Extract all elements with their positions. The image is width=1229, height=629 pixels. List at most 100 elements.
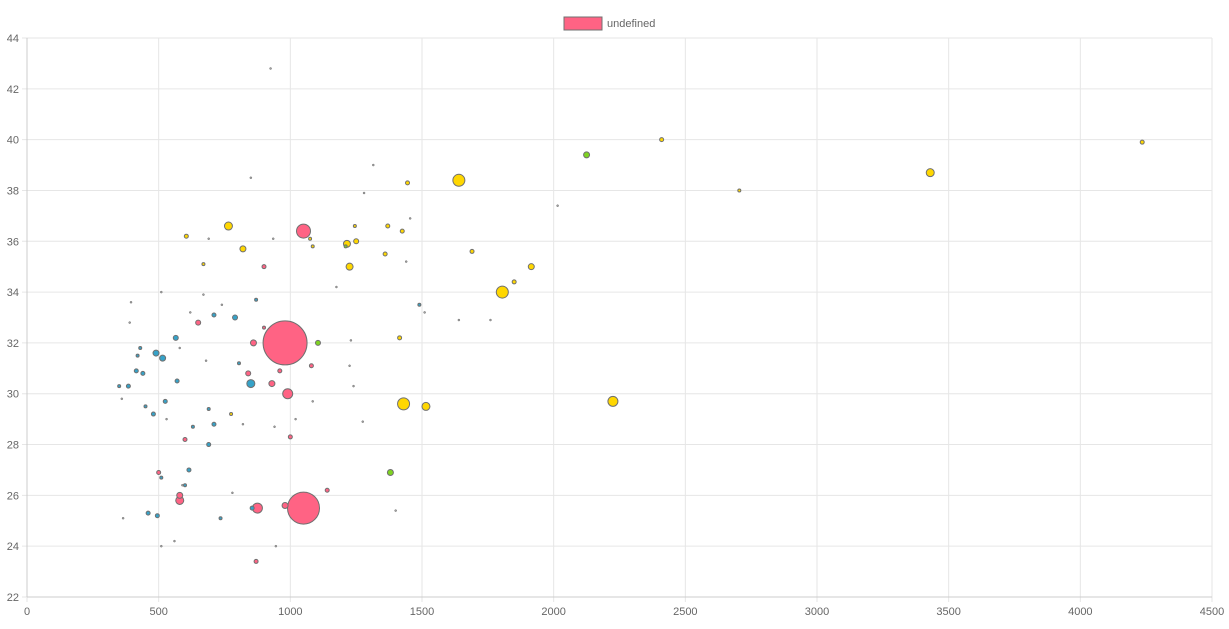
bubble-point-red[interactable] <box>176 491 184 499</box>
bubble-point-yellow[interactable] <box>310 244 315 249</box>
bubble-point-yellow[interactable] <box>659 137 665 143</box>
bubble-point-gray[interactable] <box>207 237 210 240</box>
bubble-point-yellow[interactable] <box>1139 139 1145 145</box>
bubble-point-red[interactable] <box>156 469 162 475</box>
bubble-point-gray[interactable] <box>121 516 125 520</box>
bubble-point-yellow[interactable] <box>397 397 411 411</box>
bubble-point-gray[interactable] <box>269 67 272 70</box>
bubble-point-red[interactable] <box>182 436 188 442</box>
bubble-point-red[interactable] <box>324 487 330 493</box>
bubble-point-teal[interactable] <box>254 297 259 302</box>
bubble-point-yellow[interactable] <box>399 228 405 234</box>
bubble-point-red[interactable] <box>296 223 311 239</box>
bubble-point-teal[interactable] <box>236 361 241 366</box>
bubble-point-gray[interactable] <box>273 425 276 429</box>
bubble-point-red[interactable] <box>261 264 267 270</box>
bubble-point-green[interactable] <box>583 151 591 159</box>
bubble-point-yellow[interactable] <box>452 173 466 187</box>
bubble-point-gray[interactable] <box>457 318 461 322</box>
bubble-point-gray[interactable] <box>349 339 353 342</box>
bubble-point-yellow[interactable] <box>382 251 388 257</box>
bubble-point-gray[interactable] <box>173 539 176 543</box>
bubble-point-gray[interactable] <box>189 311 192 314</box>
bubble-point-teal[interactable] <box>186 467 192 473</box>
bubble-point-yellow[interactable] <box>308 236 313 241</box>
bubble-point-red[interactable] <box>282 388 294 400</box>
bubble-point-gray[interactable] <box>202 293 205 296</box>
bubble-point-teal[interactable] <box>162 398 168 404</box>
bubble-point-teal[interactable] <box>138 345 143 350</box>
bubble-point-green[interactable] <box>314 339 321 346</box>
bubble-point-gray[interactable] <box>423 311 426 314</box>
bubble-point-teal[interactable] <box>417 302 422 307</box>
bubble-point-gray[interactable] <box>204 359 208 362</box>
bubble-point-red[interactable] <box>277 368 283 374</box>
bubble-point-teal[interactable] <box>172 334 179 341</box>
bubble-point-gray[interactable] <box>271 237 275 240</box>
bubble-point-yellow[interactable] <box>495 285 509 299</box>
bubble-point-gray[interactable] <box>160 290 163 294</box>
bubble-point-red[interactable] <box>262 320 308 366</box>
bubble-point-teal[interactable] <box>125 383 131 389</box>
legend-label[interactable]: undefined <box>607 18 655 30</box>
bubble-point-gray[interactable] <box>361 420 364 423</box>
bubble-point-yellow[interactable] <box>511 279 517 285</box>
bubble-point-gray[interactable] <box>408 217 412 220</box>
bubble-point-gray[interactable] <box>362 191 366 195</box>
bubble-point-red[interactable] <box>262 325 266 330</box>
bubble-point-gray[interactable] <box>181 483 184 487</box>
bubble-point-teal[interactable] <box>218 516 223 521</box>
bubble-point-gray[interactable] <box>249 176 253 179</box>
bubble-point-red[interactable] <box>287 491 320 525</box>
bubble-point-gray[interactable] <box>335 285 338 289</box>
bubble-point-teal[interactable] <box>143 404 148 409</box>
bubble-point-yellow[interactable] <box>183 233 189 239</box>
bubble-point-teal[interactable] <box>133 368 139 374</box>
bubble-point-teal[interactable] <box>150 411 156 417</box>
bubble-point-yellow[interactable] <box>469 248 475 254</box>
bubble-point-teal[interactable] <box>211 312 217 318</box>
bubble-point-teal[interactable] <box>190 424 195 429</box>
bubble-point-gray[interactable] <box>311 400 314 403</box>
bubble-point-gray[interactable] <box>220 303 224 307</box>
bubble-point-yellow[interactable] <box>737 188 742 193</box>
bubble-point-gray[interactable] <box>556 204 559 207</box>
bubble-point-teal[interactable] <box>152 349 160 357</box>
bubble-point-gray[interactable] <box>352 384 355 388</box>
bubble-point-gray[interactable] <box>165 417 168 421</box>
bubble-point-gray[interactable] <box>241 422 245 426</box>
bubble-point-gray[interactable] <box>129 301 133 304</box>
bubble-point-teal[interactable] <box>249 505 255 511</box>
bubble-point-red[interactable] <box>253 558 259 564</box>
bubble-point-gray[interactable] <box>489 318 492 322</box>
bubble-point-gray[interactable] <box>294 417 297 421</box>
bubble-point-teal[interactable] <box>246 379 256 389</box>
bubble-point-teal[interactable] <box>159 354 167 362</box>
bubble-point-yellow[interactable] <box>345 262 354 271</box>
bubble-point-teal[interactable] <box>211 421 217 427</box>
bubble-point-yellow[interactable] <box>385 223 391 229</box>
bubble-point-teal[interactable] <box>159 475 164 480</box>
bubble-point-red[interactable] <box>195 319 202 326</box>
bubble-point-teal[interactable] <box>183 483 187 488</box>
bubble-point-yellow[interactable] <box>405 180 411 186</box>
bubble-point-gray[interactable] <box>178 346 181 350</box>
bubble-point-gray[interactable] <box>231 491 234 495</box>
bubble-point-yellow[interactable] <box>229 412 234 417</box>
bubble-point-yellow[interactable] <box>201 262 206 267</box>
bubble-point-red[interactable] <box>287 434 293 440</box>
bubble-point-teal[interactable] <box>117 384 122 389</box>
bubble-point-gray[interactable] <box>372 163 375 167</box>
bubble-point-red[interactable] <box>245 370 252 377</box>
bubble-point-teal[interactable] <box>154 513 160 519</box>
bubble-point-gray[interactable] <box>394 509 397 512</box>
bubble-point-gray[interactable] <box>160 544 163 548</box>
bubble-point-yellow[interactable] <box>223 221 233 231</box>
bubble-point-yellow[interactable] <box>353 238 360 245</box>
bubble-point-yellow[interactable] <box>607 395 619 407</box>
bubble-point-red[interactable] <box>249 339 257 347</box>
bubble-point-yellow[interactable] <box>397 335 403 341</box>
bubble-point-red[interactable] <box>281 502 289 510</box>
bubble-point-yellow[interactable] <box>421 401 431 411</box>
bubble-point-gray[interactable] <box>274 544 278 548</box>
